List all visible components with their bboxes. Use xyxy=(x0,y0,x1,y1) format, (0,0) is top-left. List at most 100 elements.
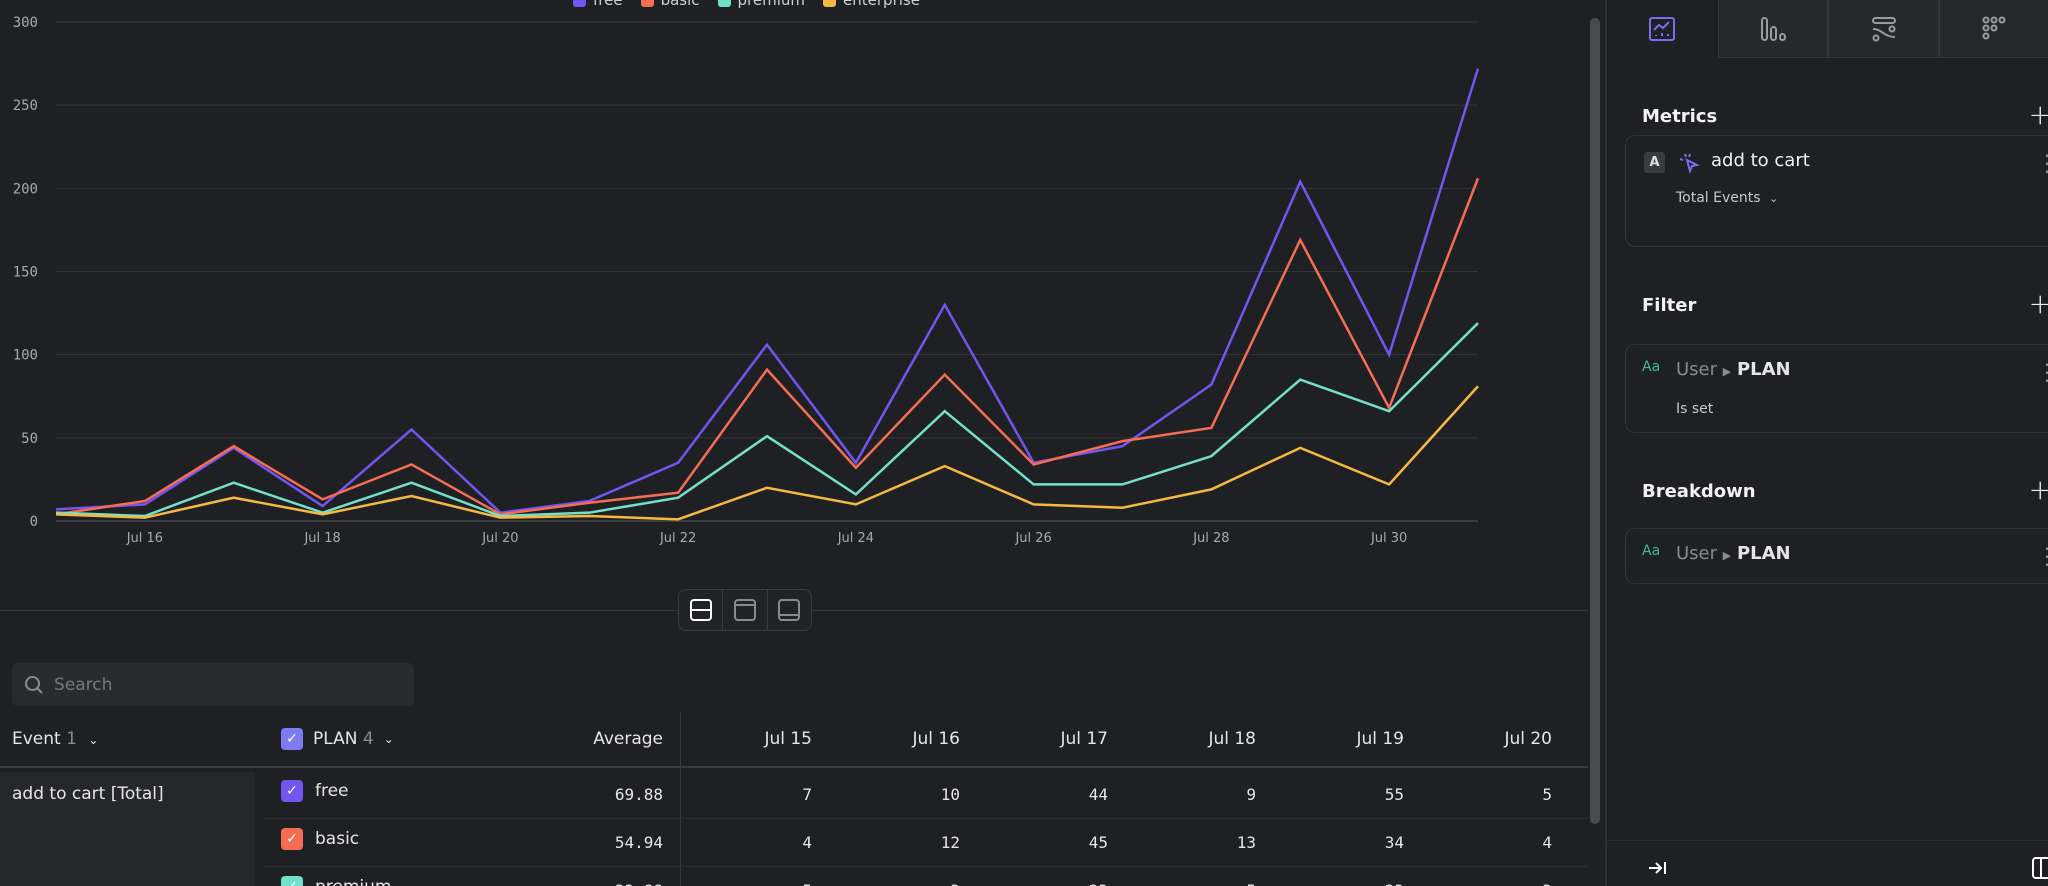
date-column-header[interactable]: Jul 20 xyxy=(1504,729,1552,749)
value-cell: 4 xyxy=(1542,833,1552,852)
collapse-panel-icon[interactable] xyxy=(1647,858,1669,878)
header-divider xyxy=(0,766,1588,768)
tab-insights[interactable] xyxy=(1607,0,1718,58)
value-cell: 4 xyxy=(802,833,812,852)
series-checkbox[interactable]: ✓ xyxy=(281,780,303,802)
bar-chart-icon xyxy=(1761,16,1787,41)
legend-label: premium xyxy=(737,0,806,9)
plan-header-label: PLAN xyxy=(313,729,358,749)
series-toggle[interactable]: ✓ premium xyxy=(281,876,391,886)
event-label: add to cart [Total] xyxy=(12,784,164,804)
value-cell: 12 xyxy=(940,833,960,852)
series-toggle[interactable]: ✓ free xyxy=(281,780,349,802)
series-line-basic xyxy=(55,177,1480,516)
more-options-icon[interactable]: ··· xyxy=(2044,539,2048,575)
legend-swatch xyxy=(640,0,654,7)
value-cell: 5 xyxy=(692,881,812,886)
report-type-tabs xyxy=(1607,0,2048,58)
select-all-checkbox[interactable]: ✓ xyxy=(281,728,303,750)
table-row: ✓ free 69.88 7 10 44 9 55 5 xyxy=(0,780,1588,810)
breakdown-property[interactable]: User ▶ PLAN xyxy=(1676,543,1791,564)
legend-item-free[interactable]: free xyxy=(573,0,623,9)
add-breakdown-button[interactable]: + xyxy=(2028,473,2048,506)
layout-toggle-group xyxy=(678,589,812,631)
date-column-header[interactable]: Jul 18 xyxy=(1208,729,1256,749)
plan-column-header[interactable]: ✓ PLAN 4 ⌄ xyxy=(281,727,394,751)
metric-event-name[interactable]: add to cart xyxy=(1711,150,1810,171)
date-column-header[interactable]: Jul 15 xyxy=(764,729,812,749)
average-column-header[interactable]: Average xyxy=(593,729,663,749)
filter-card[interactable]: Aa User ▶ PLAN Is set ··· xyxy=(1625,344,2048,433)
row-divider xyxy=(262,818,1588,819)
layout-table-button[interactable] xyxy=(768,590,811,630)
legend-label: basic xyxy=(660,0,700,9)
search-input[interactable] xyxy=(54,674,384,695)
series-toggle[interactable]: ✓ basic xyxy=(281,828,359,850)
series-checkbox[interactable]: ✓ xyxy=(281,828,303,850)
event-cell: add to cart [Total] xyxy=(0,772,255,886)
measure-label: Total Events xyxy=(1676,190,1761,206)
more-options-icon[interactable]: ··· xyxy=(2044,355,2048,391)
layout-split-button[interactable] xyxy=(679,590,724,630)
table-search[interactable] xyxy=(12,663,414,706)
row-divider xyxy=(262,866,1588,867)
y-tick-label: 200 xyxy=(13,181,38,197)
value-cell: 55 xyxy=(1384,785,1404,804)
breakdown-card[interactable]: Aa User ▶ PLAN ··· xyxy=(1625,528,2048,584)
line-chart: 0 50 100 150 200 250 300 Jul 16 Jul 18 Jul 20 Jul … xyxy=(13,15,1480,546)
table-row: ✓ premium 33.88 5 3 23 5 23 3 xyxy=(0,876,1588,886)
chevron-down-icon: ⌄ xyxy=(1769,192,1779,205)
average-cell: 69.88 xyxy=(614,785,663,804)
series-label: free xyxy=(315,781,349,801)
string-property-icon: Aa xyxy=(1642,359,1661,375)
event-column-header[interactable]: Event 1 ⌄ xyxy=(12,727,98,751)
property-label: PLAN xyxy=(1736,543,1791,564)
date-column-header[interactable]: Jul 16 xyxy=(912,729,960,749)
average-cell: 54.94 xyxy=(614,833,663,852)
panel-layout-icon[interactable] xyxy=(2031,856,2048,880)
filter-property[interactable]: User ▶ PLAN xyxy=(1676,359,1791,380)
entity-label: User xyxy=(1676,359,1718,380)
x-tick-label: Jul 16 xyxy=(126,531,163,546)
add-filter-button[interactable]: + xyxy=(2028,287,2048,320)
value-cell: 23 xyxy=(1284,881,1404,886)
legend-item-enterprise[interactable]: enterprise xyxy=(823,0,920,9)
date-column-header[interactable]: Jul 19 xyxy=(1356,729,1404,749)
filter-condition[interactable]: Is set xyxy=(1676,401,1714,417)
series-checkbox[interactable]: ✓ xyxy=(281,876,303,886)
tab-funnels[interactable] xyxy=(1717,0,1829,58)
series-line-enterprise xyxy=(55,385,1479,521)
breakdown-heading: Breakdown xyxy=(1642,481,1756,502)
event-count: 1 xyxy=(66,729,77,749)
filter-heading: Filter xyxy=(1642,295,1697,316)
legend-item-premium[interactable]: premium xyxy=(717,0,806,9)
date-column-header[interactable]: Jul 17 xyxy=(1060,729,1108,749)
search-icon xyxy=(25,675,43,694)
y-tick-label: 150 xyxy=(13,265,38,281)
y-tick-label: 0 xyxy=(30,514,38,530)
event-header-label: Event xyxy=(12,729,61,749)
x-tick-label: Jul 30 xyxy=(1370,531,1407,546)
tab-flows[interactable] xyxy=(1828,0,1940,58)
value-cell: 44 xyxy=(1088,785,1108,804)
legend-swatch xyxy=(717,0,731,7)
value-cell: 13 xyxy=(1236,833,1256,852)
vertical-scrollbar[interactable] xyxy=(1590,18,1600,824)
tab-retention[interactable] xyxy=(1939,0,2048,58)
legend-swatch xyxy=(573,0,586,7)
measure-dropdown[interactable]: Total Events ⌄ xyxy=(1676,190,1778,206)
column-divider xyxy=(680,712,681,886)
value-cell: 10 xyxy=(940,785,960,804)
click-event-icon xyxy=(1679,153,1700,174)
x-tick-label: Jul 26 xyxy=(1014,531,1051,546)
x-tick-label: Jul 18 xyxy=(303,531,340,546)
legend-label: free xyxy=(593,0,623,9)
query-builder-panel: Metrics + A add to cart Total Events ⌄ ·… xyxy=(1605,0,2048,886)
add-metric-button[interactable]: + xyxy=(2028,98,2048,131)
flows-icon xyxy=(1871,16,1896,41)
more-options-icon[interactable]: ··· xyxy=(2044,146,2048,182)
legend-item-basic[interactable]: basic xyxy=(640,0,700,9)
metric-card[interactable]: A add to cart Total Events ⌄ ··· xyxy=(1625,135,2048,247)
panel-footer-divider xyxy=(1607,840,2048,841)
layout-chart-button[interactable] xyxy=(723,590,768,630)
